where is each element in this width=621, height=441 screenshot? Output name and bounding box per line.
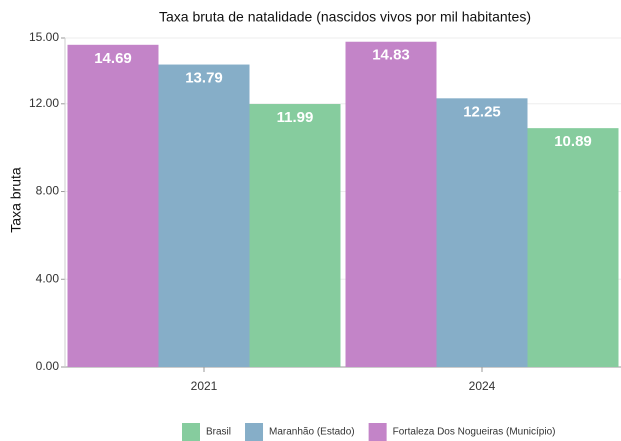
legend-swatch (368, 423, 387, 441)
value-label: 14.83 (372, 47, 410, 64)
y-axis-label: Taxa bruta (8, 167, 24, 233)
bar (158, 64, 250, 367)
bar (67, 44, 159, 368)
bar (345, 41, 437, 367)
x-tick-label: 2021 (191, 379, 218, 393)
legend-label: Fortaleza Dos Nogueiras (Município) (393, 427, 556, 438)
value-label: 14.69 (94, 50, 132, 67)
y-tick-label: 8.00 (36, 184, 60, 198)
legend-label: Maranhão (Estado) (269, 427, 355, 438)
value-label: 10.89 (554, 133, 592, 150)
y-tick-label: 0.00 (36, 359, 60, 373)
bar (527, 128, 619, 367)
legend-swatch (182, 423, 200, 441)
legend-label: Brasil (206, 427, 231, 438)
y-tick-label: 4.00 (36, 271, 60, 285)
y-tick-label: 12.00 (29, 96, 59, 110)
value-label: 11.99 (277, 109, 314, 126)
bar (249, 104, 341, 367)
value-label: 13.79 (185, 70, 223, 87)
chart-title: Taxa bruta de natalidade (nascidos vivos… (159, 9, 531, 25)
value-label: 12.25 (463, 103, 501, 120)
y-tick-label: 15.00 (29, 30, 59, 44)
legend-swatch (245, 423, 264, 441)
bar (436, 98, 528, 368)
x-tick-label: 2024 (469, 379, 496, 393)
